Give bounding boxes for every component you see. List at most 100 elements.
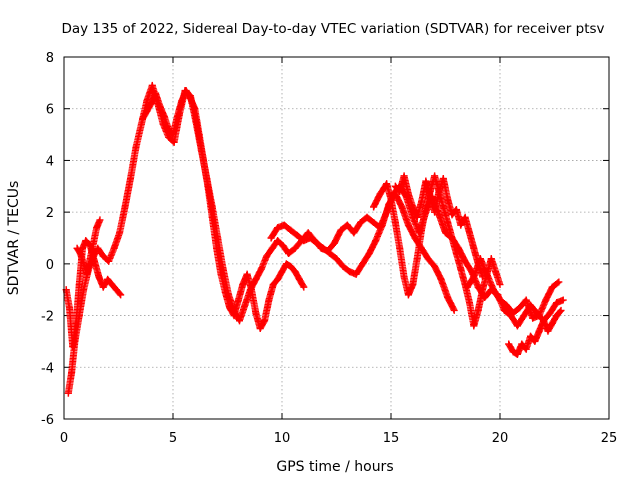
data-point — [108, 281, 116, 289]
data-point — [234, 296, 242, 304]
data-point — [522, 345, 530, 353]
data-point — [457, 265, 465, 273]
data-point — [116, 229, 124, 237]
data-point — [200, 156, 208, 164]
data-point — [439, 203, 447, 211]
data-point — [418, 198, 426, 206]
data-point — [274, 237, 282, 245]
data-point — [503, 301, 511, 309]
data-point — [213, 244, 221, 252]
data-point — [195, 131, 203, 139]
data-point — [343, 221, 351, 229]
data-point — [376, 190, 384, 198]
x-tick-label: 10 — [274, 431, 291, 446]
data-point — [268, 244, 276, 252]
series-track-9 — [463, 255, 563, 322]
data-point — [404, 221, 412, 229]
data-point — [252, 309, 260, 317]
chart-title: Day 135 of 2022, Sidereal Day-to-day VTE… — [61, 21, 604, 37]
data-point — [243, 270, 251, 278]
data-point — [110, 244, 118, 252]
data-point — [431, 208, 439, 216]
data-point — [93, 224, 101, 232]
data-point — [518, 340, 526, 348]
series-track-2 — [62, 237, 125, 351]
data-point — [300, 283, 308, 291]
data-point — [121, 203, 129, 211]
data-point — [479, 286, 487, 294]
data-point — [279, 242, 287, 250]
data-point — [426, 193, 434, 201]
data-point — [217, 270, 225, 278]
data-point — [435, 211, 443, 219]
y-tick-label: -6 — [41, 413, 54, 428]
data-point — [542, 296, 550, 304]
data-point — [383, 180, 391, 188]
data-point — [230, 312, 238, 320]
data-point — [413, 213, 421, 221]
data-point — [435, 187, 443, 195]
data-point — [89, 239, 97, 247]
y-tick-label: -4 — [41, 361, 54, 376]
series-track-8 — [505, 306, 565, 358]
data-point — [387, 195, 395, 203]
x-tick-label: 5 — [169, 431, 177, 446]
data-point — [461, 257, 469, 265]
data-point — [169, 131, 177, 139]
data-point — [548, 319, 556, 327]
data-point — [370, 203, 378, 211]
data-point — [463, 283, 471, 291]
series-track-3 — [73, 216, 104, 278]
data-point — [235, 317, 243, 325]
data-point — [520, 312, 528, 320]
data-point — [548, 283, 556, 291]
grid — [64, 57, 609, 419]
data-point — [186, 94, 194, 102]
data-point — [509, 348, 517, 356]
data-point — [287, 226, 295, 234]
data-point — [165, 133, 173, 141]
data-point — [208, 213, 216, 221]
data-point — [500, 306, 508, 314]
data-point — [337, 226, 345, 234]
data-point — [80, 260, 88, 268]
data-point — [553, 312, 561, 320]
data-point — [326, 250, 334, 258]
data-point — [148, 81, 156, 89]
data-point — [278, 268, 286, 276]
data-point — [83, 270, 91, 278]
data-point — [99, 283, 107, 291]
data-point — [418, 226, 426, 234]
data-point — [293, 231, 301, 239]
data-point — [287, 262, 295, 270]
data-point — [365, 250, 373, 258]
data-point — [452, 206, 460, 214]
x-tick-label: 15 — [383, 431, 400, 446]
plot-frame — [63, 56, 610, 420]
data-point — [378, 221, 386, 229]
x-tick-label: 25 — [601, 431, 618, 446]
data-point — [204, 182, 212, 190]
data-point — [295, 275, 303, 283]
data-point — [470, 322, 478, 330]
data-point — [319, 244, 327, 252]
data-point — [391, 218, 399, 226]
data-point — [448, 234, 456, 242]
data-point — [483, 270, 491, 278]
data-point — [126, 175, 134, 183]
data-point — [396, 187, 404, 195]
data-point — [439, 175, 447, 183]
data-point — [409, 281, 417, 289]
data-point — [261, 317, 269, 325]
data-point — [291, 244, 299, 252]
data-point — [352, 270, 360, 278]
data-point — [400, 273, 408, 281]
axis-ticks: 0 5 10 15 20 25 -6 -4 -2 0 2 4 6 8 — [41, 51, 617, 446]
data-point — [306, 234, 314, 242]
data-point — [513, 350, 521, 358]
data-point — [444, 218, 452, 226]
data-point — [457, 221, 465, 229]
data-point — [470, 273, 478, 281]
data-point — [263, 252, 271, 260]
